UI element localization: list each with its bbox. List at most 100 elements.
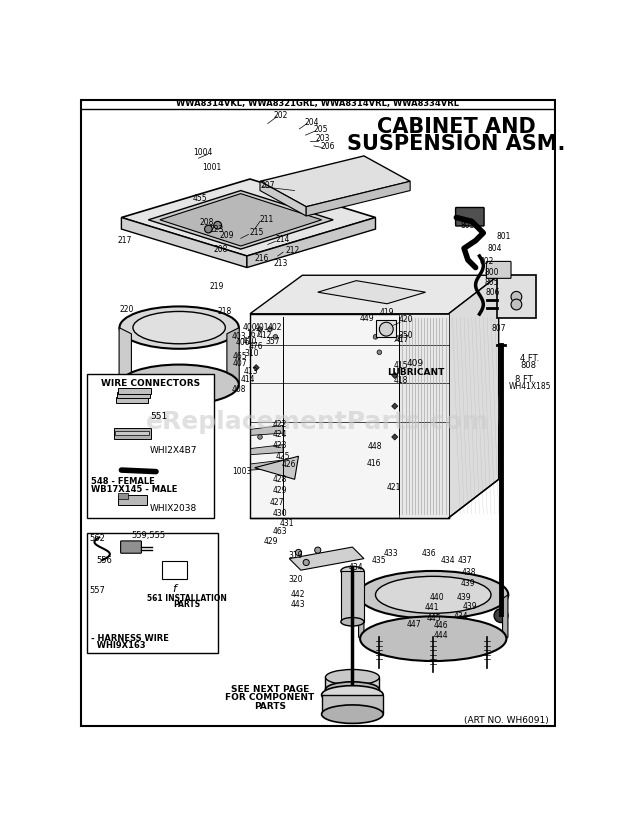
FancyBboxPatch shape	[456, 208, 484, 226]
Text: 443: 443	[291, 600, 306, 609]
Text: - HARNESS WIRE: - HARNESS WIRE	[91, 634, 169, 643]
Text: 412: 412	[258, 330, 272, 339]
Text: 448: 448	[368, 442, 383, 451]
Text: 430: 430	[273, 510, 288, 519]
Text: 556: 556	[96, 555, 112, 564]
Text: 202: 202	[274, 110, 288, 119]
Polygon shape	[253, 365, 259, 371]
Text: 455: 455	[193, 194, 208, 203]
Polygon shape	[399, 314, 449, 518]
Circle shape	[268, 327, 272, 331]
Bar	[162, 561, 187, 579]
Text: 208: 208	[200, 218, 215, 227]
Polygon shape	[119, 328, 131, 389]
Bar	[376, 320, 396, 337]
Text: 440: 440	[430, 592, 444, 601]
Ellipse shape	[358, 571, 508, 618]
Text: 212: 212	[285, 246, 299, 255]
Bar	[116, 397, 148, 403]
Text: WHI9X163: WHI9X163	[91, 641, 145, 650]
Polygon shape	[247, 218, 376, 267]
Bar	[117, 393, 149, 398]
Text: 206: 206	[320, 142, 335, 151]
Text: 808: 808	[520, 361, 536, 370]
Ellipse shape	[120, 307, 239, 348]
Text: 4 FT.: 4 FT.	[520, 354, 539, 363]
Text: 548 - FEMALE: 548 - FEMALE	[91, 477, 154, 486]
Text: 209: 209	[219, 231, 234, 240]
Ellipse shape	[360, 617, 507, 661]
Ellipse shape	[322, 705, 383, 723]
Circle shape	[258, 327, 262, 331]
Polygon shape	[227, 328, 239, 389]
Text: 804: 804	[487, 244, 502, 253]
Text: 204: 204	[304, 118, 319, 127]
Text: 419: 419	[379, 308, 394, 317]
Text: 414: 414	[241, 375, 255, 384]
Text: 436: 436	[422, 550, 436, 559]
Bar	[87, 374, 214, 518]
Text: 1003: 1003	[232, 467, 252, 476]
Text: 213: 213	[274, 259, 288, 268]
Text: 429: 429	[273, 487, 288, 496]
Polygon shape	[449, 276, 498, 518]
Circle shape	[373, 335, 378, 339]
Text: 422: 422	[273, 420, 288, 429]
Text: 403: 403	[231, 331, 246, 340]
Polygon shape	[326, 677, 379, 690]
Text: 445: 445	[427, 614, 441, 623]
Text: 561 INSTALLATION: 561 INSTALLATION	[147, 594, 227, 603]
Text: eReplacementParts.com: eReplacementParts.com	[146, 410, 489, 434]
Text: 217: 217	[118, 236, 132, 245]
Bar	[113, 429, 151, 439]
Text: 803: 803	[460, 222, 475, 231]
Text: 801: 801	[497, 232, 511, 241]
Text: 562: 562	[89, 534, 105, 543]
Text: 802: 802	[479, 257, 494, 266]
Text: 211: 211	[259, 215, 273, 224]
Text: 320: 320	[288, 575, 303, 584]
Text: 439: 439	[460, 579, 475, 588]
Text: 421: 421	[387, 483, 401, 492]
Text: f: f	[172, 584, 177, 594]
Text: SEE NEXT PAGE: SEE NEXT PAGE	[231, 685, 309, 694]
Polygon shape	[160, 194, 322, 246]
Circle shape	[377, 350, 382, 354]
Circle shape	[511, 291, 522, 302]
Ellipse shape	[120, 365, 239, 405]
FancyBboxPatch shape	[121, 541, 141, 553]
Text: 1001: 1001	[202, 163, 221, 172]
Text: 463: 463	[273, 527, 288, 536]
Text: CABINET AND: CABINET AND	[377, 118, 536, 137]
Text: 8 FT.: 8 FT.	[515, 375, 534, 384]
FancyBboxPatch shape	[486, 262, 511, 278]
Polygon shape	[392, 434, 398, 440]
Text: 446: 446	[433, 621, 448, 630]
Polygon shape	[122, 218, 247, 267]
Text: 415: 415	[393, 361, 408, 370]
Text: PARTS: PARTS	[254, 702, 286, 711]
Polygon shape	[255, 456, 298, 479]
Polygon shape	[122, 179, 376, 256]
Ellipse shape	[341, 618, 364, 626]
Text: 208: 208	[213, 245, 228, 254]
Circle shape	[303, 560, 309, 565]
Circle shape	[379, 322, 393, 336]
Polygon shape	[306, 182, 410, 216]
Text: WHI2X4B7: WHI2X4B7	[150, 447, 197, 456]
Text: 805: 805	[484, 278, 498, 287]
Polygon shape	[322, 695, 383, 714]
Text: 557: 557	[89, 587, 105, 596]
Text: (ART NO. WH6091): (ART NO. WH6091)	[464, 716, 549, 725]
Text: 402: 402	[268, 323, 282, 332]
Text: WWA8314VKL, WWA8321GRL, WWA8314VRL, WWA8334VRL: WWA8314VKL, WWA8321GRL, WWA8314VRL, WWA8…	[176, 99, 459, 108]
Ellipse shape	[326, 669, 379, 685]
Circle shape	[494, 609, 508, 622]
Text: 429: 429	[264, 537, 278, 546]
Polygon shape	[358, 595, 364, 641]
Text: 434: 434	[348, 564, 363, 573]
Text: FOR COMPONENT: FOR COMPONENT	[226, 694, 314, 703]
Text: WB17X145 - MALE: WB17X145 - MALE	[91, 485, 177, 494]
Text: 434: 434	[454, 612, 469, 621]
Text: 433: 433	[384, 550, 399, 559]
